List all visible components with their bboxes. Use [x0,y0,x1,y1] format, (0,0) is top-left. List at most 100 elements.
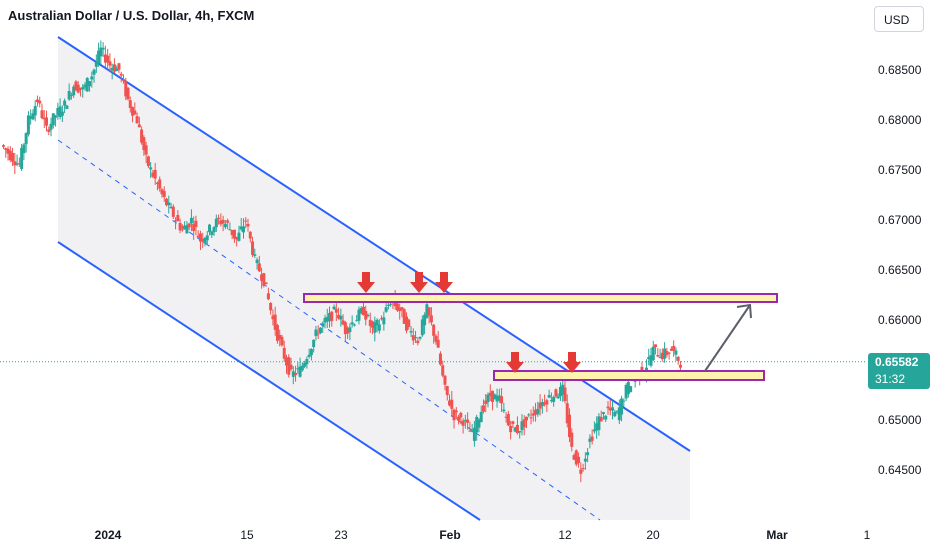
candle-body [617,407,621,421]
bar-countdown: 31:32 [875,372,906,386]
candle-body [443,375,447,385]
candle-body [477,419,481,428]
candle-body [432,324,436,336]
candle-body [210,231,214,236]
candle-body [49,123,53,130]
candle-body [328,313,332,322]
candle-body [303,362,307,367]
candle-body [38,100,42,104]
candle-body [110,67,114,71]
sell-arrow-icon [357,272,375,293]
candle-body [395,303,399,311]
candle-body [117,63,121,70]
resistance-zone [303,293,778,303]
candle-body [656,355,660,357]
candle-body [334,309,338,313]
candle-body [140,129,144,143]
candle-body [266,293,270,300]
candle-body [144,145,148,155]
candle-body [595,423,599,431]
candle-body [269,302,273,311]
candle-body [658,357,662,359]
candle-body [484,400,488,405]
candle-body [4,148,8,150]
candle-body [63,100,67,106]
candle-body [11,152,15,162]
candle-body [506,414,510,426]
candle-body [149,167,153,170]
x-tick-label: 20 [646,528,660,542]
sell-arrow-icon [563,352,581,373]
candle-body [124,81,128,97]
candle-body [285,357,289,366]
candle-body [83,84,87,88]
candle-body [518,431,522,433]
candle-body [552,396,556,403]
candle-body [438,353,442,365]
candle-body [479,411,483,423]
candle-body [350,322,354,325]
x-tick-label: 23 [334,528,348,542]
candle-body [414,336,418,339]
candle-body [176,214,180,222]
candle-body [217,217,221,219]
candle-body [488,392,492,396]
candle-body [151,172,155,177]
chart-title: Australian Dollar / U.S. Dollar, 4h, FXC… [8,8,255,23]
candle-body [389,303,393,305]
candle-body [543,402,547,405]
candle-body [219,220,223,225]
candle-body [651,346,655,361]
candle-body [540,402,544,407]
candle-body [235,236,239,240]
candle-body [296,368,300,370]
candle-body [500,396,504,404]
candle-body [239,226,243,230]
candle-body [58,106,62,117]
candle-body [423,314,427,326]
candle-body [375,319,379,326]
candle-body [452,409,456,421]
candle-body [454,410,458,413]
candle-body [665,350,669,355]
candle-body [545,400,549,405]
candle-body [563,387,567,402]
candle-body [29,116,33,119]
candle-body [212,227,216,233]
candle-body [323,318,327,323]
candle-body [312,339,316,348]
candle-body [355,320,359,322]
candle-body [74,81,78,91]
channel-fill [58,37,690,520]
candle-body [273,314,277,330]
currency-button[interactable]: USD [874,6,924,32]
candle-body [470,429,474,432]
candle-body [361,306,365,316]
candle-body [429,315,433,323]
candle-body [448,400,452,406]
candle-body [33,106,37,116]
candle-body [198,233,202,242]
candle-body [343,322,347,335]
candle-body [128,100,132,108]
candle-body [556,396,560,399]
candle-body [228,229,232,231]
candle-body [549,400,553,402]
candle-body [65,105,69,109]
sell-arrow-icon [410,272,428,293]
candle-body [404,316,408,331]
candle-body [472,427,476,441]
candle-body [504,416,508,418]
candle-body [99,47,103,57]
channel-lower-line [57,241,481,521]
candle-body [208,224,212,233]
candle-body [411,335,415,341]
candle-body [660,352,664,360]
candle-body [524,416,528,421]
candle-body [624,385,628,399]
candle-body [475,416,479,433]
candle-body [601,412,605,414]
candle-body [384,307,388,312]
